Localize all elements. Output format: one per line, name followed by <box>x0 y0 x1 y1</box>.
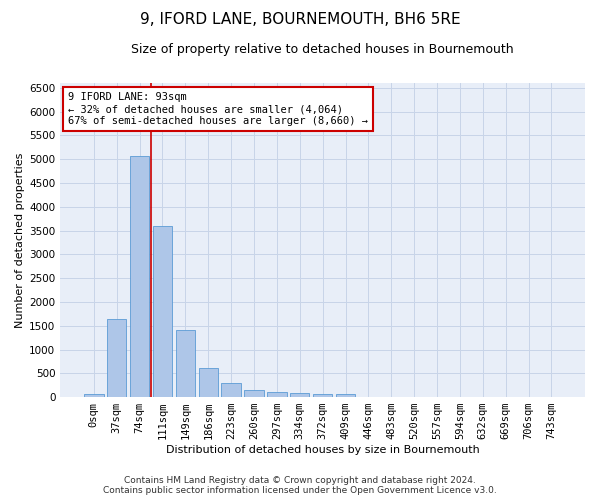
Title: Size of property relative to detached houses in Bournemouth: Size of property relative to detached ho… <box>131 42 514 56</box>
Text: 9 IFORD LANE: 93sqm
← 32% of detached houses are smaller (4,064)
67% of semi-det: 9 IFORD LANE: 93sqm ← 32% of detached ho… <box>68 92 368 126</box>
Bar <box>290 394 310 397</box>
Bar <box>221 383 241 397</box>
Bar <box>267 392 287 397</box>
Bar <box>244 390 264 397</box>
Bar <box>107 318 127 397</box>
X-axis label: Distribution of detached houses by size in Bournemouth: Distribution of detached houses by size … <box>166 445 479 455</box>
Bar <box>313 394 332 397</box>
Bar <box>176 330 195 397</box>
Bar <box>153 226 172 397</box>
Text: Contains HM Land Registry data © Crown copyright and database right 2024.
Contai: Contains HM Land Registry data © Crown c… <box>103 476 497 495</box>
Bar <box>336 394 355 397</box>
Bar <box>199 368 218 397</box>
Bar <box>84 394 104 397</box>
Bar <box>130 156 149 397</box>
Text: 9, IFORD LANE, BOURNEMOUTH, BH6 5RE: 9, IFORD LANE, BOURNEMOUTH, BH6 5RE <box>140 12 460 28</box>
Y-axis label: Number of detached properties: Number of detached properties <box>15 152 25 328</box>
